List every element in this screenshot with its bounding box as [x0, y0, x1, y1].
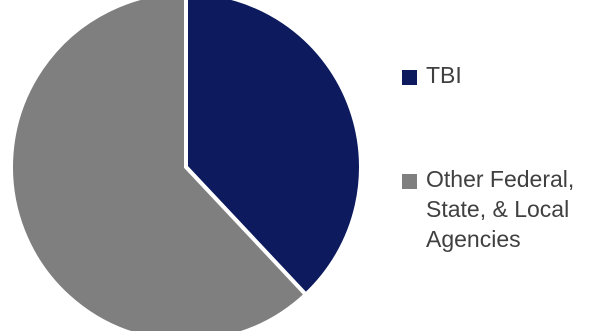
legend-swatch-other-agencies [402, 174, 417, 189]
pie-slice-other-agencies [9, 0, 309, 331]
legend-item-tbi: TBI [402, 60, 612, 90]
legend-label-tbi: TBI [426, 62, 462, 88]
legend-label-other-agencies: Other Federal, State, & Local Agencies [426, 166, 575, 252]
legend-item-other-agencies: Other Federal, State, & Local Agencies [402, 164, 612, 254]
pie-slice-tbi [184, 0, 363, 298]
legend: TBI Other Federal, State, & Local Agenci… [402, 60, 612, 254]
legend-swatch-tbi [402, 70, 417, 85]
pie-plot-area [9, 0, 363, 331]
